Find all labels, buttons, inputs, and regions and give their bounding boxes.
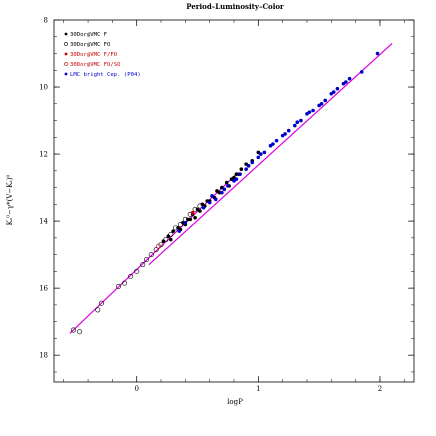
point-s1-24 (198, 209, 202, 213)
point-s5-36 (307, 110, 312, 114)
y-tick-label-6: 18 (39, 352, 48, 360)
data-points (70, 51, 380, 335)
legend-marker-2 (64, 42, 68, 46)
point-s5-16 (293, 123, 297, 128)
y-tick-label-2: 10 (39, 84, 48, 92)
point-s5-41 (183, 220, 188, 225)
point-s2-1 (70, 327, 76, 333)
point-s5-34 (283, 132, 287, 136)
y-axis: 8 10 12 14 16 18 (39, 17, 414, 373)
x-tick-label-2: 1 (256, 385, 260, 393)
y-tick-label-5: 16 (39, 285, 48, 293)
point-s5-7 (238, 172, 242, 176)
point-s5-8 (244, 167, 248, 171)
point-s2-6 (122, 280, 128, 286)
legend-label-1: 30Dor@VMC F (70, 32, 108, 38)
point-s1-31 (193, 215, 197, 220)
point-s4-1 (156, 243, 162, 249)
point-s2-16 (173, 225, 179, 231)
legend-marker-4 (64, 62, 68, 66)
point-s5-31 (246, 164, 251, 168)
point-s1-14 (224, 180, 229, 185)
point-s5-39 (344, 80, 348, 84)
point-s5-37 (319, 101, 324, 106)
x-axis-label: logP (227, 398, 243, 406)
x-tick-label-1: 0 (134, 385, 138, 393)
point-s1-2 (166, 234, 171, 238)
point-s5-15 (286, 128, 291, 133)
point-s1-1 (161, 239, 166, 244)
point-s3-1 (190, 210, 195, 215)
legend-label-4: 30Dor@VMC FO/SO (70, 62, 121, 68)
y-tick-label-1: 8 (44, 17, 48, 25)
point-s2-9 (140, 262, 146, 268)
y-axis-label: Kₛ⁰−γ*(V−Kₛ)⁰ (6, 174, 14, 225)
point-s2-7 (128, 273, 134, 279)
point-s2-17 (177, 221, 183, 227)
legend-marker-5 (64, 72, 68, 76)
fit-line-1 (148, 43, 393, 266)
point-s5-29 (222, 187, 227, 192)
point-s2-14 (163, 237, 169, 243)
point-s5-3 (213, 197, 218, 202)
point-s5-35 (295, 120, 300, 125)
point-s2-5 (115, 283, 121, 289)
point-s5-25 (347, 76, 352, 81)
point-s5-2 (207, 200, 212, 205)
point-s2-3 (95, 307, 101, 313)
point-s5-27 (375, 51, 380, 56)
legend-marker-3 (64, 52, 68, 56)
point-s1-3 (171, 229, 175, 233)
fit-lines (69, 43, 393, 334)
legend-label-5: LMC bright Cep. (P04) (70, 72, 141, 78)
legend-label-2: 30Dor@VMC FO (70, 42, 111, 48)
point-s5-11 (262, 150, 267, 155)
point-s5-13 (274, 138, 279, 143)
point-s5-5 (226, 184, 230, 188)
point-s1-21 (168, 237, 173, 242)
point-s5-21 (323, 98, 328, 103)
point-s5-19 (311, 108, 315, 113)
legend-marker-1 (64, 32, 68, 36)
legend-label-3: 30Dor@VMC F/FO (70, 52, 118, 58)
legend: 30Dor@VMC F 30Dor@VMC FO 30Dor@VMC F/FO 30D… (64, 32, 141, 78)
point-s5-23 (335, 86, 340, 91)
point-s1-23 (188, 217, 193, 222)
point-s5-32 (258, 152, 263, 156)
point-s2-10 (143, 257, 149, 263)
point-s2-12 (153, 247, 159, 253)
point-s5-4 (220, 190, 224, 195)
point-s5-1 (201, 205, 206, 210)
point-s2-4 (98, 300, 104, 306)
x-axis: 0 1 2 (63, 20, 405, 393)
point-s2-11 (148, 252, 154, 258)
point-s2-8 (134, 268, 140, 274)
point-s5-38 (331, 90, 336, 94)
point-s5-10 (256, 155, 261, 160)
point-s2-15 (168, 232, 174, 238)
y-tick-label-3: 12 (39, 151, 48, 159)
y-tick-label-4: 14 (39, 218, 48, 226)
point-s2-20 (192, 206, 198, 212)
point-s2-21 (197, 203, 203, 209)
chart-title: Period–Luminosity–Color (186, 2, 284, 11)
point-s5-28 (210, 194, 214, 198)
point-s5-17 (299, 118, 303, 123)
point-s5-9 (250, 160, 255, 165)
point-s5-26 (359, 70, 364, 74)
x-tick-label-3: 2 (378, 385, 382, 393)
point-s5-40 (177, 229, 182, 233)
point-s5-33 (271, 142, 275, 146)
point-s5-30 (234, 177, 239, 182)
point-s1-17 (239, 167, 244, 171)
point-s2-2 (77, 329, 83, 335)
